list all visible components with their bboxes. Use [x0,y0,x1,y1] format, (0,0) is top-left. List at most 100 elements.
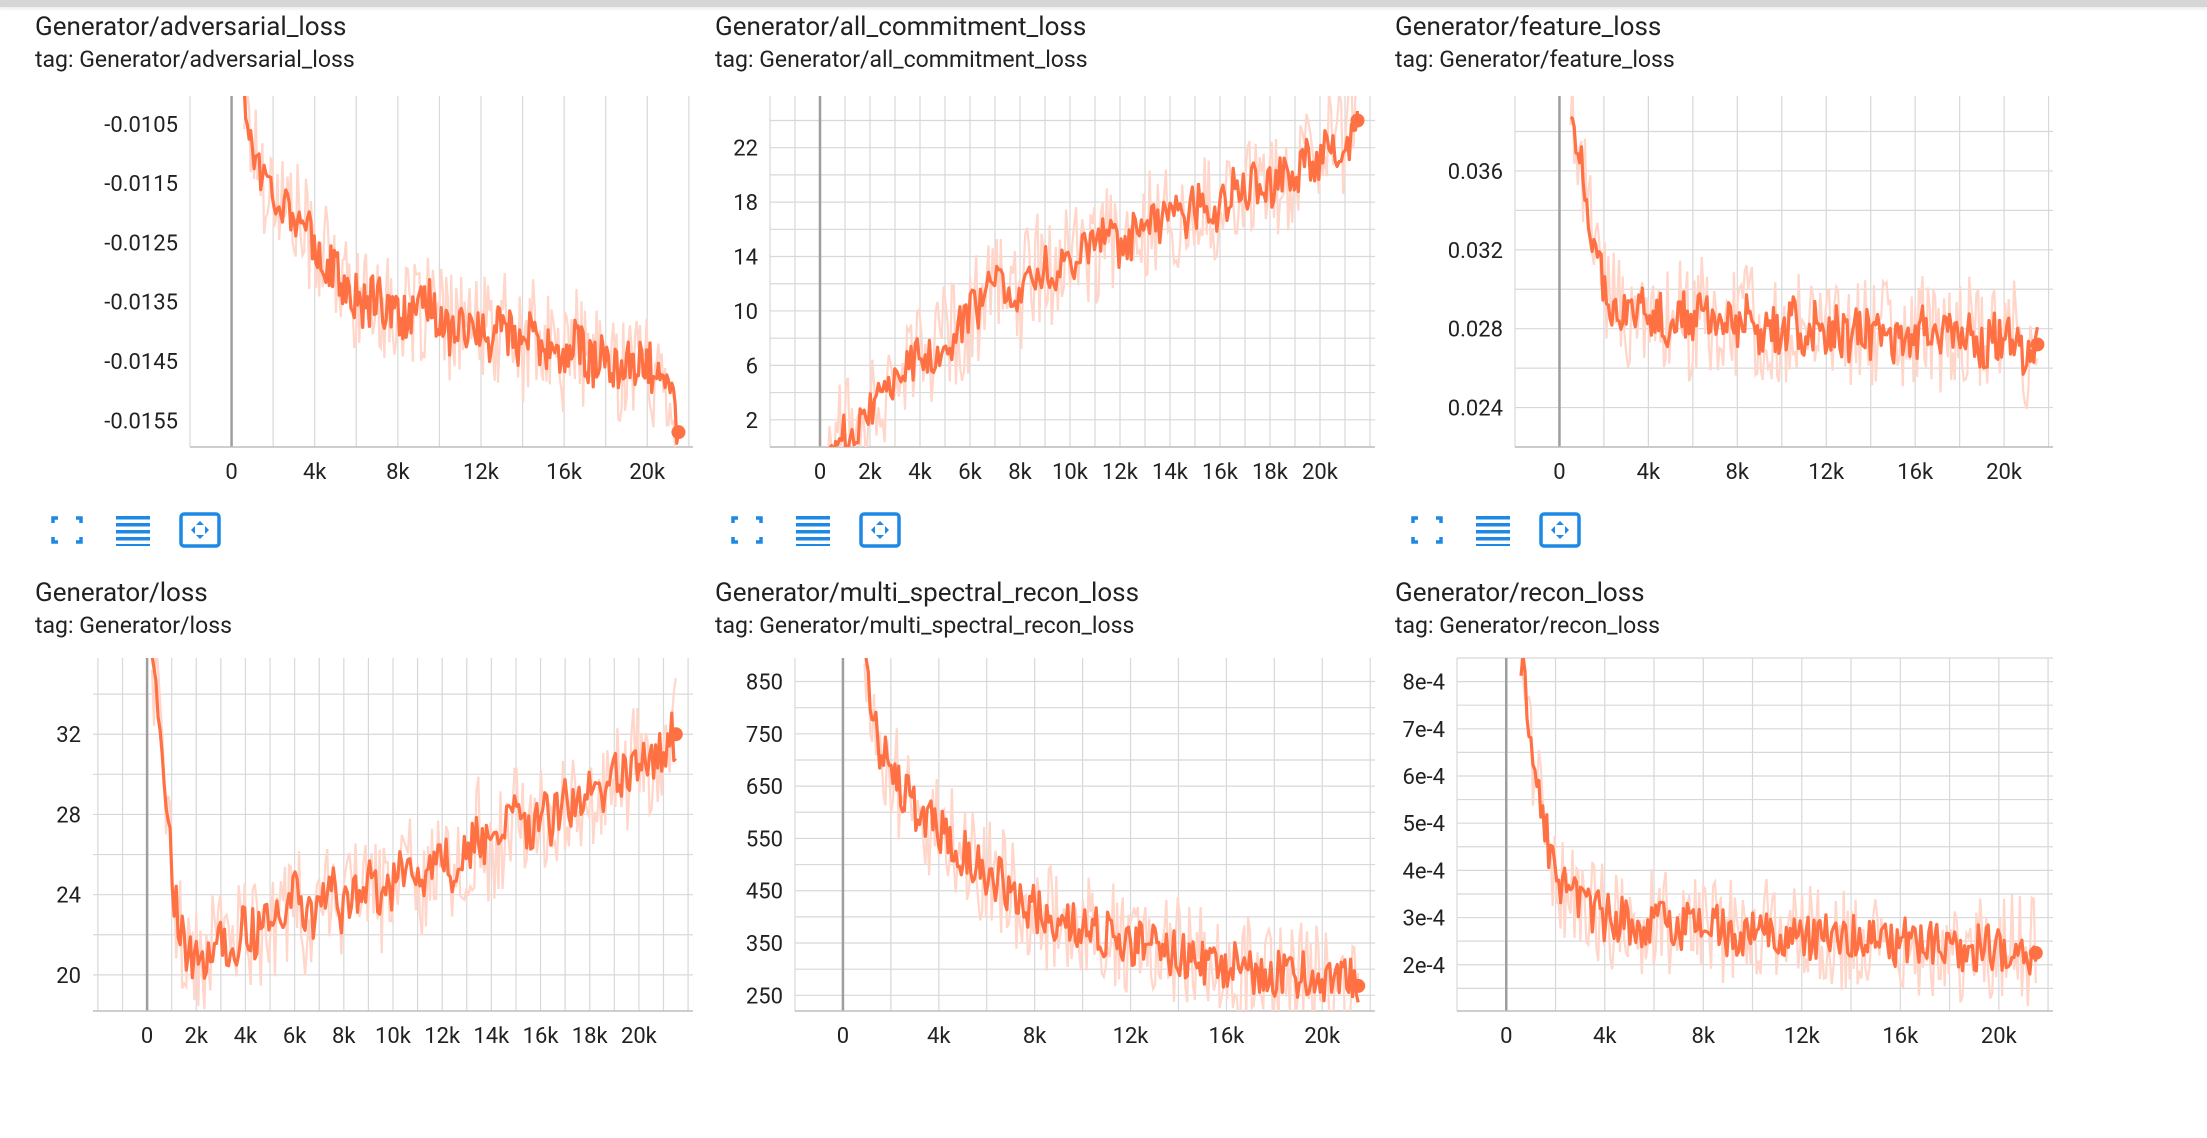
chart-title: Generator/multi_spectral_recon_loss [715,578,1140,608]
x-tick-label: 14k [473,1024,510,1046]
x-tick-label: 4k [234,1024,258,1046]
y-tick-label: 550 [746,827,783,852]
x-tick-label: 10k [375,1024,412,1046]
chart-plot[interactable]: 0 4k 8k 12k 16k 20k 2e-4 3e-4 4e-4 5e-4 6e-4 7e-4 8e… [1395,578,2075,1046]
x-tick-label: 8k [1692,1024,1716,1046]
y-tick-label: 0.024 [1448,397,1503,422]
y-tick-label: 22 [733,137,758,162]
series-end-point [1350,113,1365,128]
fit-domain-button[interactable] [179,510,227,554]
x-tick-label: 2k [858,460,882,485]
y-tick-label: -0.0115 [104,172,178,197]
y-tick-label: 850 [746,671,783,696]
series-smoothed-line [864,658,1360,1003]
x-tick-label: 0 [141,1024,153,1046]
chart-plot[interactable]: 0 2k 4k 6k 8k 10k 12k 14k 16k 18k 20k 20 24 28 32 [35,578,715,1046]
chart-plot[interactable]: 0 4k 8k 12k 16k 20k 0.024 0.028 0.032 0.036 [1395,12,2075,502]
x-tick-label: 12k [424,1024,461,1046]
x-tick-label: 0 [1553,460,1565,485]
chart-plot[interactable]: 0 4k 8k 12k 16k 20k -0.0105 -0.0115 -0.0125 -0.01… [35,12,715,502]
series-end-point [2030,337,2045,352]
x-tick-label: 20k [1981,1024,2018,1046]
y-tick-label: -0.0105 [104,113,178,138]
fit-domain-icon [1539,512,1581,548]
series-smoothed-line [150,658,677,980]
x-tick-label: 6k [958,460,982,485]
y-tick-label: 7e-4 [1403,718,1445,743]
series-end-point [671,425,686,440]
y-tick-label: 250 [746,984,783,1009]
y-tick-label: -0.0145 [104,350,178,375]
y-tick-label: 5e-4 [1403,812,1445,837]
fit-to-screen-button[interactable] [47,510,95,554]
x-tick-label: 8k [1023,1024,1047,1046]
fit-domain-icon [179,512,221,548]
x-tick-label: 16k [1208,1024,1245,1046]
y-tick-label: 2e-4 [1403,954,1445,979]
y-tick-label: 14 [733,246,758,271]
y-tick-label: 350 [746,932,783,957]
series-raw-line [150,658,677,1010]
chart-card-feature-loss: Generator/feature_loss tag: Generator/fe… [1395,12,2075,572]
toggle-log-scale-icon [116,516,150,546]
chart-card-adversarial-loss: Generator/adversarial_loss tag: Generato… [35,12,715,572]
y-tick-label: 6 [746,354,758,379]
toggle-log-scale-button[interactable] [793,510,841,554]
x-tick-label: 6k [283,1024,307,1046]
chart-card-recon-loss: Generator/recon_loss tag: Generator/reco… [1395,578,2075,1138]
chart-title: Generator/adversarial_loss [35,12,347,42]
y-tick-label: 750 [746,723,783,748]
y-tick-label: 0.036 [1448,160,1503,185]
chart-title: Generator/feature_loss [1395,12,1662,42]
chart-plot[interactable]: 0 4k 8k 12k 16k 20k 250 350 450 550 650 750 850 [715,578,1395,1046]
series-smoothed-line [242,96,681,445]
y-tick-label: 450 [746,880,783,905]
x-tick-label: 0 [814,460,826,485]
fit-to-screen-icon [51,516,83,544]
x-tick-label: 20k [621,1024,658,1046]
chart-tag: tag: Generator/all_commitment_loss [715,46,1088,73]
toggle-log-scale-button[interactable] [1473,510,1521,554]
chart-card-generator-loss: Generator/loss tag: Generator/loss 0 2k 4k… [35,578,715,1138]
fit-domain-button[interactable] [859,510,907,554]
fit-to-screen-button[interactable] [727,510,775,554]
fit-to-screen-icon [731,516,763,544]
x-tick-label: 16k [1202,460,1239,485]
x-tick-label: 8k [1726,460,1750,485]
x-tick-label: 8k [1008,460,1032,485]
y-tick-label: 10 [733,300,758,325]
chart-tag: tag: Generator/adversarial_loss [35,46,355,73]
x-tick-label: 4k [1593,1024,1617,1046]
y-tick-label: 650 [746,775,783,800]
toggle-log-scale-button[interactable] [113,510,161,554]
chart-tag: tag: Generator/recon_loss [1395,612,1661,639]
chart-plot[interactable]: 0 2k 4k 6k 8k 10k 12k 14k 16k 18k 20k 2 6 10 14 18 22 [715,12,1395,502]
toggle-log-scale-icon [1476,516,1510,546]
toggle-log-scale-icon [796,516,830,546]
chart-title: Generator/recon_loss [1395,578,1645,608]
x-tick-label: 20k [1986,460,2023,485]
x-tick-label: 0 [1500,1024,1512,1046]
y-tick-label: 24 [56,884,81,909]
y-tick-label: -0.0135 [104,291,178,316]
series-raw-line [242,96,676,447]
x-tick-label: 8k [386,460,410,485]
x-tick-label: 0 [837,1024,849,1046]
fit-domain-button[interactable] [1539,510,1587,554]
x-tick-label: 0 [225,460,237,485]
x-tick-label: 16k [523,1024,560,1046]
y-tick-label: 18 [733,191,758,216]
x-tick-label: 20k [629,460,666,485]
series-smoothed-line [1569,115,2039,376]
y-tick-label: 2 [746,409,758,434]
x-tick-label: 18k [572,1024,609,1046]
series-end-point [2028,945,2043,960]
top-bar [0,0,2207,7]
x-tick-label: 2k [185,1024,209,1046]
y-tick-label: 20 [56,964,81,989]
fit-to-screen-button[interactable] [1407,510,1455,554]
series-end-point [668,727,683,742]
chart-tag: tag: Generator/multi_spectral_recon_loss [715,612,1135,639]
x-tick-label: 4k [303,460,327,485]
x-tick-label: 14k [1152,460,1189,485]
